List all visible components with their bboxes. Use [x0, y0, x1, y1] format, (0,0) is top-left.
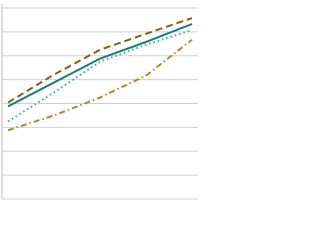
series-line [7, 23, 193, 108]
series-line [7, 29, 193, 123]
series-line [7, 17, 193, 104]
series-line [7, 38, 193, 132]
chart [1, 4, 198, 200]
